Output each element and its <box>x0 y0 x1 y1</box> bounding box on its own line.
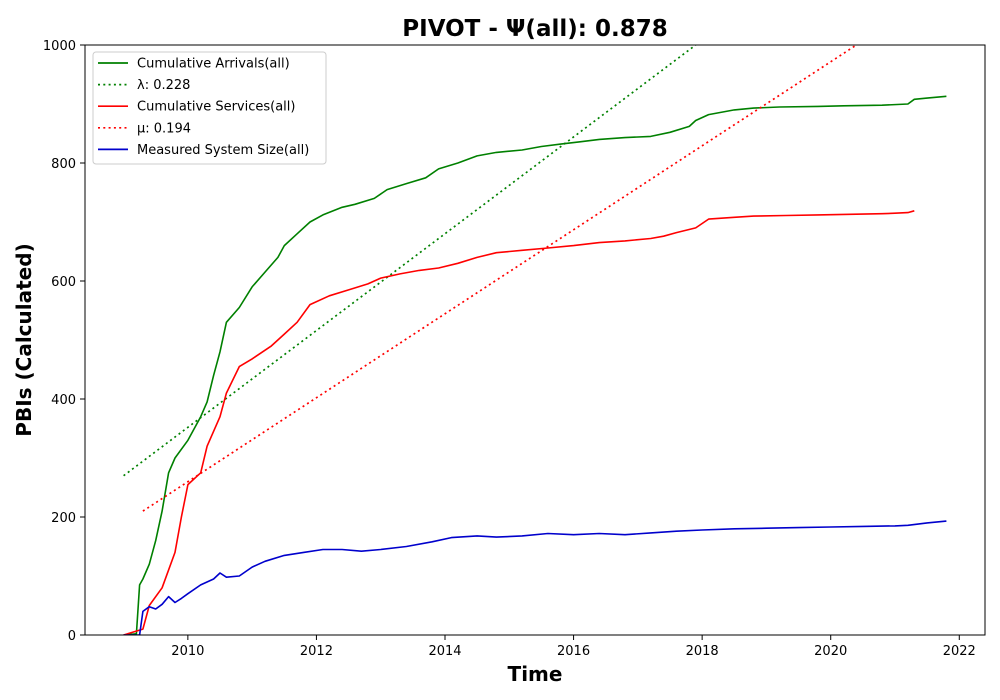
x-tick-label: 2012 <box>300 644 333 659</box>
y-axis: 0 200 400 600 800 1000 <box>43 39 85 644</box>
series-layer <box>123 45 947 635</box>
legend-label: λ: 0.228 <box>137 78 190 93</box>
y-tick-label: 200 <box>51 511 76 526</box>
y-tick-label: 0 <box>68 629 76 644</box>
legend-label: Cumulative Arrivals(all) <box>137 57 290 72</box>
x-tick-label: 2022 <box>943 644 976 659</box>
series-line-3 <box>142 45 857 512</box>
x-tick-label: 2014 <box>428 644 461 659</box>
y-tick-label: 400 <box>51 393 76 408</box>
series-line-2 <box>123 210 915 635</box>
y-tick-label: 600 <box>51 275 76 290</box>
x-axis: 2010 2012 2014 2016 2018 2020 2022 <box>171 635 976 659</box>
y-tick-label: 800 <box>51 157 76 172</box>
legend: Cumulative Arrivals(all) λ: 0.228 Cumulati… <box>92 51 327 165</box>
plot-frame <box>84 44 986 636</box>
x-tick-label: 2018 <box>686 644 719 659</box>
legend-box <box>92 51 327 165</box>
chart-title: PIVOT - Ψ(all): 0.878 <box>402 16 667 42</box>
y-axis-title: PBIs (Calculated) <box>12 243 36 436</box>
legend-label: Measured System Size(all) <box>137 143 309 158</box>
x-tick-label: 2020 <box>814 644 847 659</box>
legend-label: μ: 0.194 <box>137 121 191 136</box>
y-tick-label: 1000 <box>43 39 76 54</box>
series-line-0 <box>123 95 947 635</box>
x-tick-label: 2016 <box>557 644 590 659</box>
legend-label: Cumulative Services(all) <box>137 100 295 115</box>
x-axis-title: Time <box>508 662 563 686</box>
series-line-4 <box>123 520 947 635</box>
x-tick-label: 2010 <box>171 644 204 659</box>
